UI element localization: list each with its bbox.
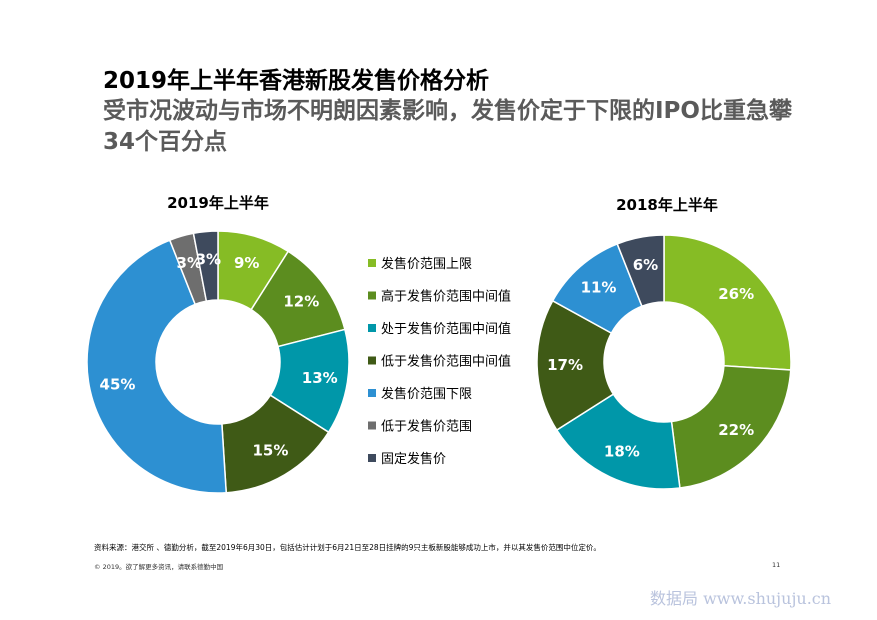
slice-label: 11% (581, 279, 617, 297)
slice-label: 12% (283, 292, 319, 310)
chart-title-1: 2019年上半年 (167, 194, 269, 212)
slice-label: 9% (234, 254, 259, 272)
donut-slice (192, 230, 219, 302)
legend-swatch (368, 421, 376, 430)
watermark: 数据局 www.shujuju.cn (650, 589, 832, 608)
slice-label: 18% (604, 443, 640, 461)
donut-slice (86, 239, 228, 494)
slice-label: 6% (633, 256, 658, 274)
donut-slice (663, 234, 792, 371)
slice-label: 26% (718, 285, 754, 303)
slice-label: 45% (100, 375, 136, 393)
copyright-text: © 2019。欲了解更多资讯，请联系德勤中国 (94, 563, 224, 571)
legend-swatch (368, 356, 376, 365)
slice-label: 13% (302, 369, 338, 387)
slice-label: 22% (718, 421, 754, 439)
donut-slice (670, 364, 792, 489)
legend-swatch (368, 259, 376, 267)
legend-label: 低于发售价范围 (381, 419, 472, 435)
page-number: 11 (772, 561, 781, 569)
slice-label: 3% (177, 254, 202, 272)
legend-label: 处于发售价范围中间值 (381, 321, 511, 337)
slice-label: 3% (196, 250, 221, 268)
legend-label: 发售价范围下限 (381, 386, 472, 402)
legend-label: 发售价范围上限 (381, 256, 472, 272)
slice-label: 15% (252, 442, 288, 460)
page-subtitle: 受市况波动与市场不明朗因素影响，发售价定于下限的IPO比重急攀34个百分点 (103, 98, 792, 155)
legend-label: 低于发售价范围中间值 (381, 354, 511, 370)
donut-slice (555, 393, 681, 490)
legend-label: 高于发售价范围中间值 (381, 289, 511, 305)
page-title: 2019年上半年香港新股发售价格分析 (103, 68, 490, 94)
title-block: 2019年上半年香港新股发售价格分析 受市况波动与市场不明朗因素影响，发售价定于… (103, 66, 823, 158)
legend-label: 固定发售价 (381, 451, 446, 467)
legend-swatch (368, 454, 376, 462)
legend-swatch (368, 389, 376, 397)
slice-label: 17% (547, 356, 583, 374)
source-footnote: 资料来源：港交所 、德勤分析，截至2019年6月30日，包括估计计划于6月21日… (94, 543, 601, 552)
chart-title-2: 2018年上半年 (616, 196, 718, 214)
legend-swatch (368, 324, 376, 332)
donut-slice (536, 299, 615, 432)
donut-slice (616, 234, 665, 308)
legend-swatch (368, 291, 376, 300)
